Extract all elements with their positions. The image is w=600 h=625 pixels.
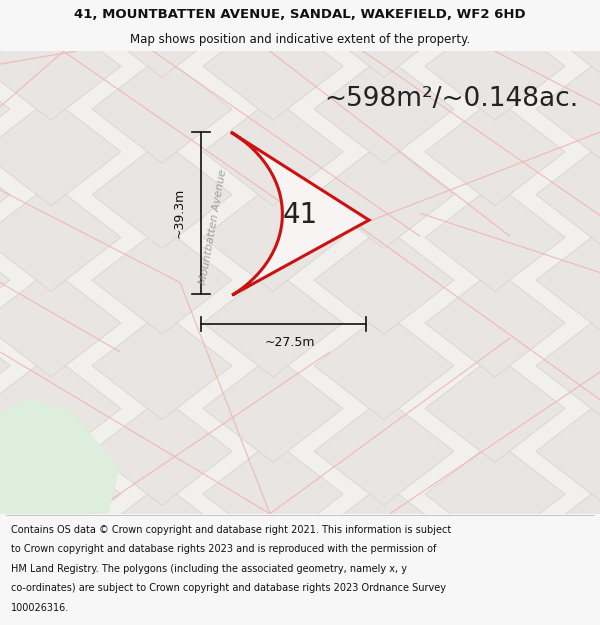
Polygon shape: [536, 0, 600, 78]
Polygon shape: [231, 132, 369, 295]
Polygon shape: [203, 0, 343, 34]
Polygon shape: [425, 354, 565, 462]
Polygon shape: [203, 354, 343, 462]
Polygon shape: [92, 141, 232, 249]
Polygon shape: [0, 354, 121, 462]
Polygon shape: [92, 226, 232, 334]
Polygon shape: [203, 12, 343, 120]
Polygon shape: [425, 440, 565, 548]
Polygon shape: [536, 398, 600, 505]
Polygon shape: [92, 0, 232, 78]
Text: Map shows position and indicative extent of the property.: Map shows position and indicative extent…: [130, 34, 470, 46]
Polygon shape: [203, 98, 343, 206]
Polygon shape: [314, 141, 454, 249]
Polygon shape: [425, 184, 565, 291]
Polygon shape: [0, 226, 10, 334]
Polygon shape: [0, 12, 121, 120]
Polygon shape: [425, 0, 565, 34]
Polygon shape: [314, 312, 454, 420]
Polygon shape: [536, 55, 600, 163]
Polygon shape: [536, 141, 600, 249]
Polygon shape: [0, 0, 10, 78]
Polygon shape: [425, 98, 565, 206]
Polygon shape: [0, 184, 121, 291]
Polygon shape: [203, 440, 343, 548]
Polygon shape: [314, 398, 454, 505]
Polygon shape: [203, 184, 343, 291]
Polygon shape: [0, 483, 10, 591]
Text: co-ordinates) are subject to Crown copyright and database rights 2023 Ordnance S: co-ordinates) are subject to Crown copyr…: [11, 583, 446, 593]
Text: ~27.5m: ~27.5m: [264, 336, 315, 349]
Polygon shape: [314, 0, 454, 78]
Polygon shape: [425, 269, 565, 377]
Polygon shape: [92, 312, 232, 420]
Polygon shape: [0, 55, 10, 163]
Polygon shape: [425, 12, 565, 120]
Text: ~598m²/~0.148ac.: ~598m²/~0.148ac.: [324, 86, 578, 112]
Polygon shape: [92, 483, 232, 591]
Polygon shape: [0, 141, 10, 249]
Polygon shape: [0, 440, 121, 548]
Polygon shape: [314, 226, 454, 334]
Text: 100026316.: 100026316.: [11, 602, 69, 612]
Polygon shape: [536, 483, 600, 591]
Text: 41, MOUNTBATTEN AVENUE, SANDAL, WAKEFIELD, WF2 6HD: 41, MOUNTBATTEN AVENUE, SANDAL, WAKEFIEL…: [74, 8, 526, 21]
Polygon shape: [314, 55, 454, 163]
Polygon shape: [314, 483, 454, 591]
Text: to Crown copyright and database rights 2023 and is reproduced with the permissio: to Crown copyright and database rights 2…: [11, 544, 436, 554]
Polygon shape: [203, 269, 343, 377]
Polygon shape: [536, 312, 600, 420]
Polygon shape: [536, 226, 600, 334]
Text: 41: 41: [283, 201, 317, 229]
Polygon shape: [0, 312, 10, 420]
Polygon shape: [92, 55, 232, 163]
Text: HM Land Registry. The polygons (including the associated geometry, namely x, y: HM Land Registry. The polygons (includin…: [11, 564, 407, 574]
Polygon shape: [0, 398, 120, 514]
Text: Mountbatten Avenue: Mountbatten Avenue: [198, 169, 228, 286]
Polygon shape: [92, 398, 232, 505]
Polygon shape: [0, 0, 121, 34]
Polygon shape: [0, 398, 10, 505]
Text: Contains OS data © Crown copyright and database right 2021. This information is : Contains OS data © Crown copyright and d…: [11, 525, 451, 535]
Polygon shape: [0, 269, 121, 377]
Polygon shape: [0, 98, 121, 206]
Text: ~39.3m: ~39.3m: [173, 188, 186, 238]
